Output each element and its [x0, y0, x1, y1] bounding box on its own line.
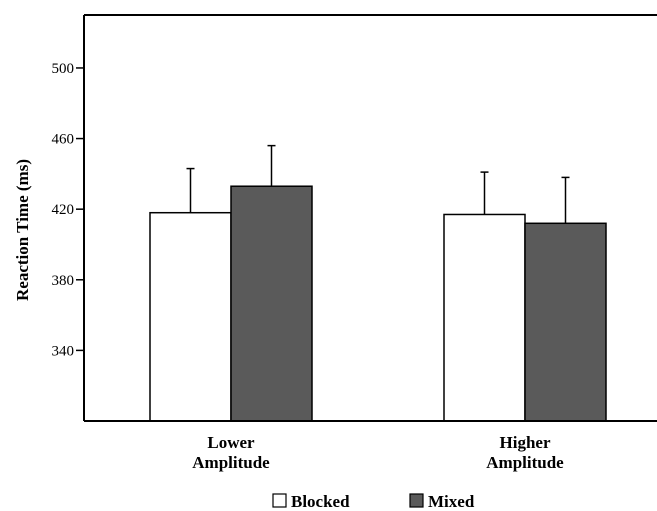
bar-blocked — [149, 211, 232, 422]
category-label: Amplitude — [486, 453, 564, 472]
y-tick-label: 340 — [52, 343, 75, 359]
y-tick-label: 460 — [52, 132, 75, 148]
plot-area — [149, 144, 607, 422]
legend-label-blocked: Blocked — [291, 492, 350, 511]
category-label: Amplitude — [192, 453, 270, 472]
legend-label-mixed: Mixed — [428, 492, 475, 511]
y-tick-label: 380 — [52, 273, 75, 289]
y-tick-label: 500 — [52, 61, 75, 77]
category-label: Higher — [500, 433, 551, 452]
category-label: Lower — [207, 433, 255, 452]
bar-mixed — [524, 222, 607, 422]
y-ticks: 340 380 420 460 500 — [52, 61, 84, 359]
legend-swatch-blocked — [272, 493, 287, 508]
legend: Blocked Mixed — [272, 492, 475, 511]
legend-swatch-mixed — [409, 493, 424, 508]
y-axis-label: Reaction Time (ms) — [13, 159, 32, 301]
axes — [83, 14, 657, 422]
y-tick-label: 420 — [52, 202, 75, 218]
bar-mixed — [230, 185, 313, 422]
bar-blocked — [443, 213, 526, 422]
